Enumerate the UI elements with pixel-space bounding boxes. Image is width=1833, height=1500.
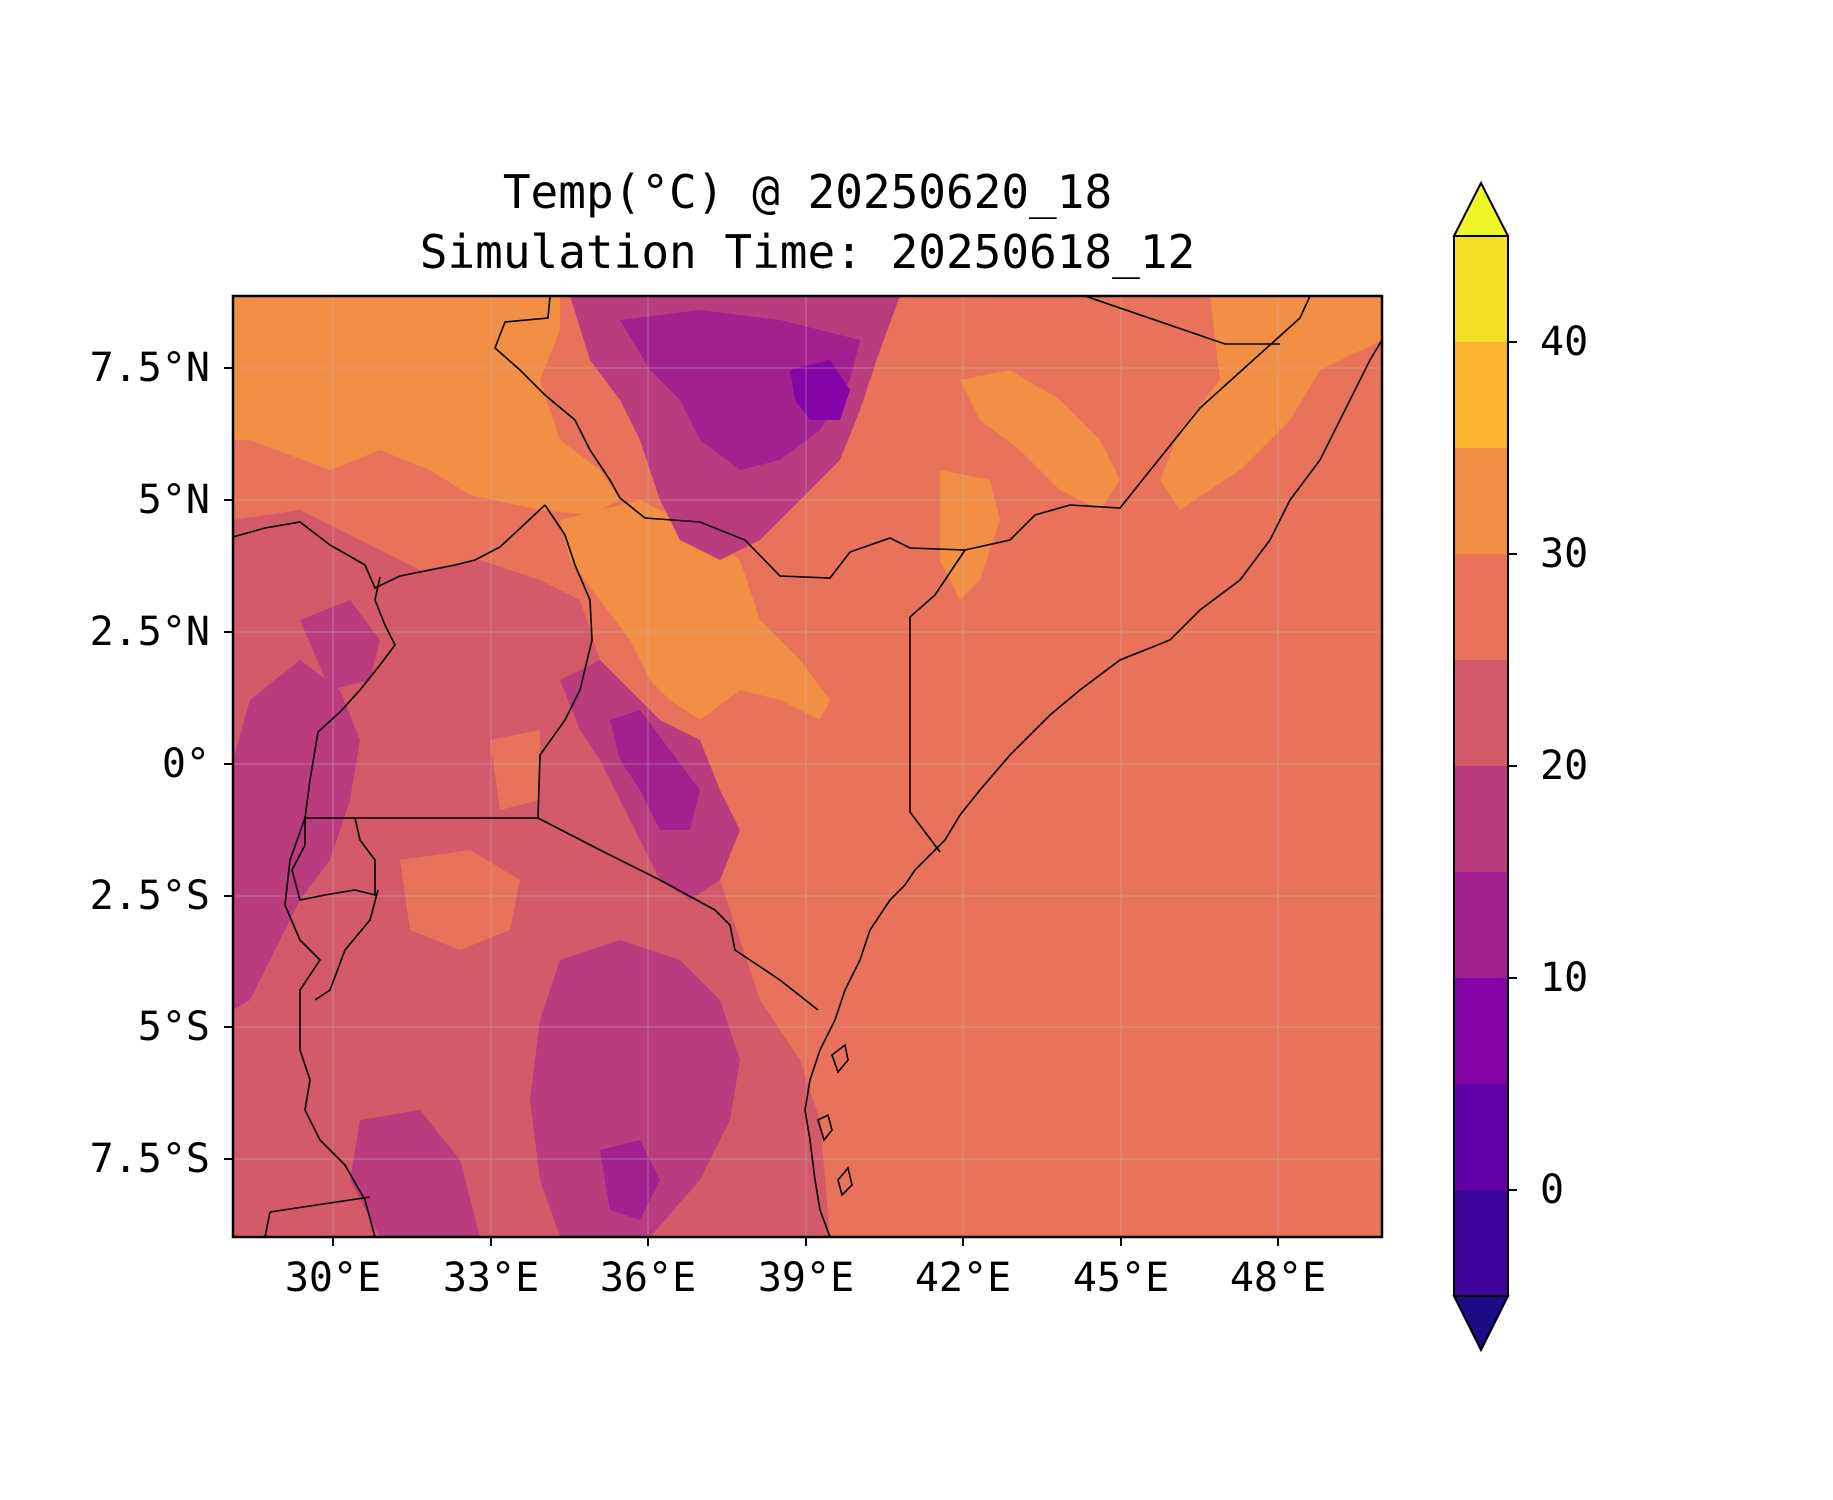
island-zanzibar (831, 1043, 849, 1074)
border-tanzania-west (284, 817, 376, 1237)
border-kenya-somalia (909, 549, 966, 853)
x-tick-label: 42°E (914, 1255, 1012, 1301)
field-cold-uganda-ring (300, 600, 380, 690)
borders (233, 296, 1382, 1237)
border-tanzania-zambia (269, 1196, 371, 1213)
colorbar-tick-label: 20 (1540, 743, 1589, 789)
y-tick-label: 2.5°S (89, 873, 210, 919)
border-ethiopia-somalia-north (1084, 296, 1280, 345)
colorbar-tick-label: 30 (1540, 531, 1589, 577)
border-uganda-kenya (537, 504, 593, 819)
field-warm-lake-victoria (490, 730, 540, 810)
y-tick-label: 2.5°N (89, 609, 210, 655)
field-warm-northeast (1160, 296, 1382, 510)
x-tick-label: 36°E (599, 1255, 697, 1301)
field-cold-tanzania (530, 940, 740, 1237)
border-kenya-tanzania (537, 817, 819, 1011)
border-ethiopia-somalia (964, 296, 1311, 551)
border-rwanda (291, 817, 376, 901)
island-pemba (837, 1166, 853, 1197)
map-title-line-1: Temp(°C) @ 20250620_18 (502, 165, 1113, 219)
colorbar (1452, 180, 1517, 1353)
colorbar-bin-15-20 (1454, 766, 1508, 872)
colorbar-bin-35-40 (1454, 342, 1508, 448)
field-cold-malawi (350, 1110, 480, 1237)
y-tick-label: 5°S (137, 1004, 210, 1050)
colorbar-extend-bottom (1452, 1295, 1510, 1353)
coastline-east-africa (804, 339, 1382, 1237)
border-tanzania-drc-lake (314, 889, 379, 1001)
field-warm-kenya-ne (940, 470, 1000, 600)
border-south-west (264, 1211, 271, 1237)
colorbar-tick-label: 10 (1540, 955, 1589, 1001)
border-uganda-drc (304, 576, 396, 819)
field-warm-ethiopia-east (960, 370, 1120, 510)
field-warm-turkana (560, 500, 830, 720)
map-title-line-2: Simulation Time: 20250618_12 (419, 225, 1196, 279)
border-south-sudan-uganda (233, 504, 546, 590)
y-tick-label: 0° (161, 741, 210, 787)
x-tick-label: 30°E (284, 1255, 382, 1301)
colorbar-bin-25-30 (1454, 554, 1508, 660)
field-colder-tanzania (600, 1140, 660, 1220)
colorbar-tick-label: 0 (1540, 1167, 1565, 1213)
x-tick-label: 48°E (1229, 1255, 1327, 1301)
colorbar-bin-40-45 (1454, 236, 1508, 342)
x-tick-label: 45°E (1072, 1255, 1170, 1301)
field-warm-northwest (233, 296, 620, 515)
colorbar-extend-top (1452, 180, 1510, 237)
map-field (233, 296, 1382, 1237)
colorbar-bin-30-35 (1454, 448, 1508, 554)
colorbar-bin-10-15 (1454, 872, 1508, 978)
field-warm-tanzania-west (400, 850, 520, 950)
map-frame (231, 294, 1384, 1239)
field-colder-ethiopia (620, 310, 860, 470)
colorbar-bin-5-10 (1454, 978, 1508, 1084)
colorbar-bin-20-25 (1454, 660, 1508, 766)
island-mafia (817, 1113, 833, 1142)
x-tick-label: 33°E (442, 1255, 540, 1301)
colorbar-tick-label: 40 (1540, 319, 1589, 365)
y-tick-label: 7.5°N (89, 345, 210, 391)
y-tick-label: 5°N (137, 477, 210, 523)
field-coldest-ethiopia (790, 360, 850, 420)
gridlines (233, 296, 1382, 1237)
field-cold-rwanda (233, 660, 360, 1010)
border-south-sudan-ethiopia (494, 296, 966, 579)
field-colder-kenya-highlands (610, 710, 700, 830)
y-tick-label: 7.5°S (89, 1136, 210, 1182)
tick-marks (224, 367, 1279, 1246)
colorbar-bin-m5-0 (1454, 1190, 1508, 1296)
x-tick-label: 39°E (757, 1255, 855, 1301)
colorbar-bin-0-5 (1454, 1084, 1508, 1190)
